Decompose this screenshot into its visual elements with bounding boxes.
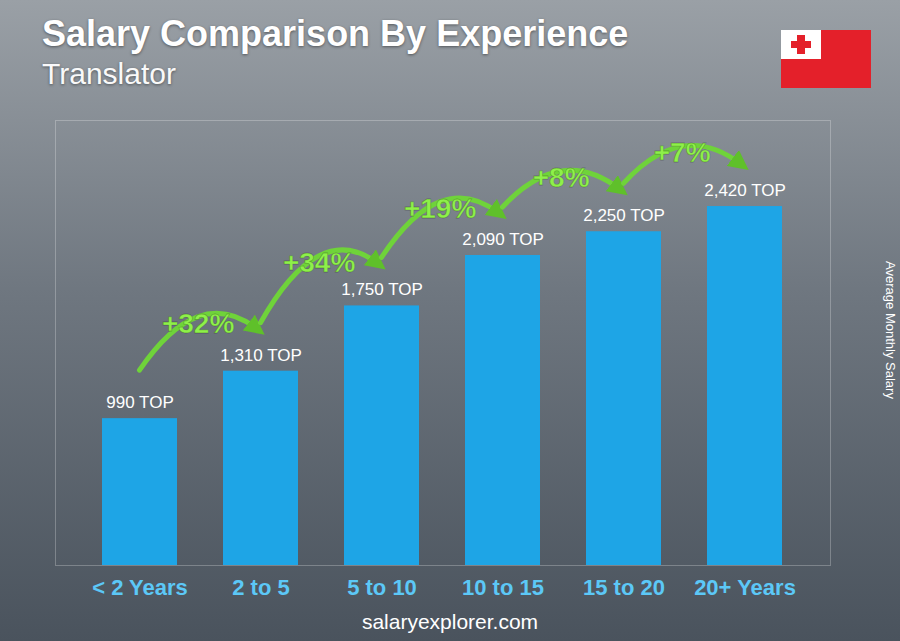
svg-text:2 to 5: 2 to 5 [232,575,289,600]
html-text:Average Monthly Salary: Average Monthly Salary [883,261,898,399]
svg-text:10 to 15: 10 to 15 [462,575,544,600]
svg-text:1,750 TOP: 1,750 TOP [341,280,423,299]
svg-text:2,090 TOP: 2,090 TOP [462,230,544,249]
svg-text:20+ Years: 20+ Years [694,575,796,600]
svg-text:+32%: +32% [162,308,234,339]
svg-text:< 2 Years: < 2 Years [92,575,188,600]
svg-text:2,420 TOP: 2,420 TOP [704,181,786,200]
svg-text:15 to 20: 15 to 20 [583,575,665,600]
svg-text:+8%: +8% [533,162,590,193]
svg-text:1,310 TOP: 1,310 TOP [220,346,302,365]
html-text:salaryexplorer.com: salaryexplorer.com [361,610,539,633]
svg-text:2,250 TOP: 2,250 TOP [583,206,665,225]
html-text:Salary Comparison By Experienc: Salary Comparison By Experience [42,13,629,54]
html-text:Translator: Translator [42,57,176,90]
svg-text:+7%: +7% [654,137,711,168]
svg-text:990 TOP: 990 TOP [106,393,173,412]
svg-text:+19%: +19% [404,193,476,224]
svg-text:+34%: +34% [283,247,355,278]
svg-text:5 to 10: 5 to 10 [347,575,417,600]
